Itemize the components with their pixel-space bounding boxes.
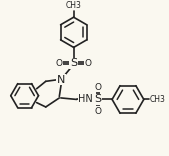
Text: HN: HN (78, 94, 93, 104)
Text: S: S (70, 58, 77, 68)
Text: O: O (56, 59, 63, 68)
Text: S: S (94, 94, 101, 104)
Text: O: O (94, 107, 101, 116)
Text: O: O (84, 59, 91, 68)
Text: N: N (57, 75, 65, 85)
Text: CH3: CH3 (66, 1, 82, 10)
Text: CH3: CH3 (150, 95, 165, 104)
Text: O: O (94, 83, 101, 92)
